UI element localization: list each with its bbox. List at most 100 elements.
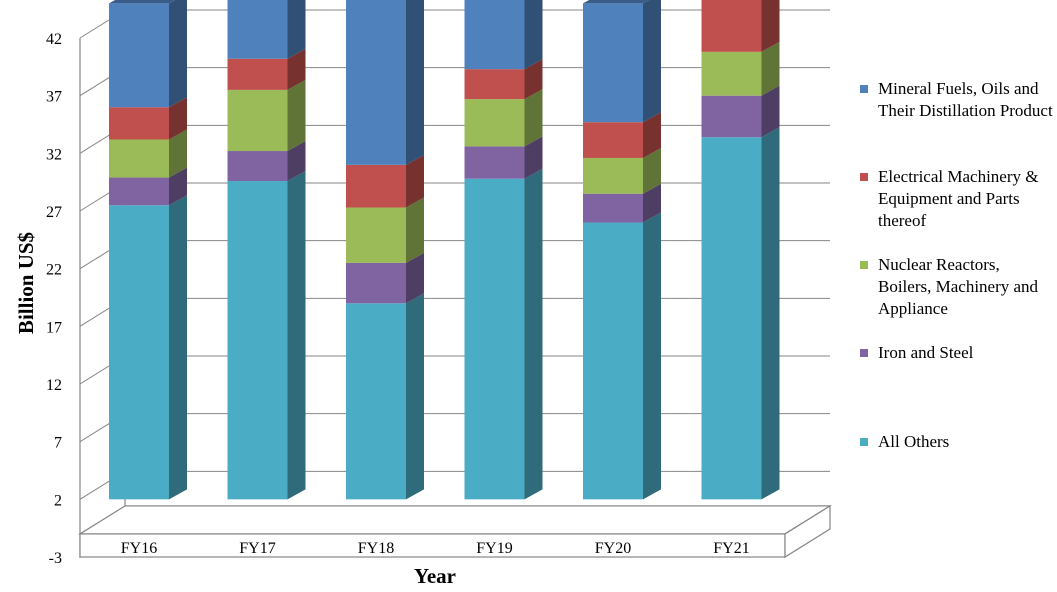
y-tick-label: 37 [46,89,62,106]
y-tick-label: 12 [46,377,62,394]
bar-nuclear-reactors-boilers-machinery-and-appliance-fy18 [346,207,406,263]
floor-side [784,504,831,559]
y-axis-title: Billion US$ [14,232,38,334]
bar-mineral-fuels-oils-and-their-distillation-product-fy16 [109,3,169,108]
bar-side-nuclear-reactors-boilers-machinery-and-appliance-fy16 [169,129,187,178]
bar-side-all-others-fy20 [643,212,661,500]
bar-side-iron-and-steel-fy18 [406,252,424,304]
bar-side-iron-and-steel-fy16 [169,167,187,206]
bar-electrical-machinery-equipment-and-parts-thereof-fy16 [109,107,169,140]
bar-mineral-fuels-oils-and-their-distillation-product-fy20 [583,3,643,123]
legend-swatch [860,85,868,93]
bar-side-electrical-machinery-equipment-and-parts-thereof-fy20 [643,112,661,158]
bar-side-mineral-fuels-oils-and-their-distillation-product-fy18 [406,0,424,165]
bar-side-electrical-machinery-equipment-and-parts-thereof-fy19 [524,59,543,100]
bar-stack-fy19 [464,0,543,500]
bar-side-iron-and-steel-fy20 [643,183,661,223]
bar-side-nuclear-reactors-boilers-machinery-and-appliance-fy20 [643,147,661,194]
bar-nuclear-reactors-boilers-machinery-and-appliance-fy19 [464,99,525,147]
bar-side-nuclear-reactors-boilers-machinery-and-appliance-fy21 [761,41,780,96]
x-axis-ticks: FY16 FY17 FY18 FY19 FY20 FY21 [121,540,750,557]
bar-all-others-fy20 [583,222,643,500]
bar-electrical-machinery-equipment-and-parts-thereof-fy18 [346,164,406,208]
bar-electrical-machinery-equipment-and-parts-thereof-fy17 [227,58,288,90]
x-tick-label: FY21 [713,540,749,557]
legend-label: All Others [878,432,950,451]
legend-swatch [860,438,868,446]
floor-front [79,533,786,558]
legend-swatch [860,349,868,357]
x-tick-label: FY17 [239,540,275,557]
bar-side-electrical-machinery-equipment-and-parts-thereof-fy17 [287,48,306,90]
bar-nuclear-reactors-boilers-machinery-and-appliance-fy16 [109,139,169,178]
bar-side-all-others-fy17 [287,171,306,500]
bar-top-fy20 [583,0,650,4]
bar-side-electrical-machinery-equipment-and-parts-thereof-fy18 [406,154,424,208]
bar-side-mineral-fuels-oils-and-their-distillation-product-fy17 [287,0,306,59]
x-axis-title: Year [414,564,456,588]
bar-all-others-fy19 [464,178,525,500]
bar-electrical-machinery-equipment-and-parts-thereof-fy21 [701,0,762,52]
bar-side-iron-and-steel-fy19 [524,136,543,179]
bar-stack-fy20 [583,0,661,500]
bar-electrical-machinery-equipment-and-parts-thereof-fy19 [464,69,525,100]
bar-mineral-fuels-oils-and-their-distillation-product-fy18 [346,0,406,165]
bar-side-all-others-fy21 [761,127,780,500]
bar-side-all-others-fy18 [406,293,424,500]
legend-swatch [860,261,868,269]
y-tick-label: 17 [46,319,62,336]
bar-mineral-fuels-oils-and-their-distillation-product-fy17 [227,0,288,59]
bar-all-others-fy18 [346,303,406,500]
bar-iron-and-steel-fy18 [346,262,406,304]
bar-all-others-fy16 [109,205,169,500]
bar-nuclear-reactors-boilers-machinery-and-appliance-fy21 [701,51,762,96]
bar-mineral-fuels-oils-and-their-distillation-product-fy19 [464,0,525,70]
y-tick-label: -3 [49,550,62,567]
bar-side-all-others-fy16 [169,195,187,500]
bar-all-others-fy17 [227,181,288,500]
y-tick-label: 32 [46,146,62,163]
legend-swatch [860,173,868,181]
bar-side-nuclear-reactors-boilers-machinery-and-appliance-fy18 [406,197,424,263]
bar-stack-fy18 [346,0,424,500]
bar-side-iron-and-steel-fy17 [287,141,306,182]
y-tick-label: 7 [54,435,62,452]
floor-top [77,505,833,535]
bar-side-nuclear-reactors-boilers-machinery-and-appliance-fy19 [524,89,543,147]
y-tick-label: 2 [54,492,62,509]
chart-walls [77,10,833,559]
bar-side-iron-and-steel-fy21 [761,85,780,138]
legend-label: Iron and Steel [878,343,974,362]
x-tick-label: FY16 [121,540,157,557]
bar-iron-and-steel-fy20 [583,193,643,223]
x-tick-label: FY20 [595,540,631,557]
bar-electrical-machinery-equipment-and-parts-thereof-fy20 [583,122,643,158]
bar-nuclear-reactors-boilers-machinery-and-appliance-fy20 [583,157,643,194]
x-tick-label: FY19 [476,540,512,557]
bar-top-fy16 [109,0,176,4]
bar-stack-fy16 [109,0,187,500]
y-tick-label: 22 [46,262,62,279]
bar-side-nuclear-reactors-boilers-machinery-and-appliance-fy17 [287,79,306,152]
legend-label: Mineral Fuels, Oils and Their Distillati… [878,79,1053,120]
bar-iron-and-steel-fy21 [701,95,762,138]
bar-side-electrical-machinery-equipment-and-parts-thereof-fy16 [169,97,187,140]
bar-side-electrical-machinery-equipment-and-parts-thereof-fy21 [761,0,780,52]
bar-nuclear-reactors-boilers-machinery-and-appliance-fy17 [227,89,288,152]
bar-side-mineral-fuels-oils-and-their-distillation-product-fy20 [643,0,661,123]
y-tick-label: 27 [46,204,62,221]
bar-iron-and-steel-fy17 [227,151,288,182]
bar-stack-fy17 [227,0,306,500]
y-tick-label: 42 [46,31,62,48]
bar-iron-and-steel-fy19 [464,146,525,179]
chart-bars [109,0,780,500]
legend-label: Electrical Machinery & Equipment and Par… [878,167,1039,230]
legend-label: Nuclear Reactors, Boilers, Machinery and… [878,255,1039,318]
bar-side-mineral-fuels-oils-and-their-distillation-product-fy19 [524,0,543,70]
bar-iron-and-steel-fy16 [109,177,169,206]
bar-stack-fy21 [701,0,780,500]
bar-side-all-others-fy19 [524,168,543,500]
bar-side-mineral-fuels-oils-and-their-distillation-product-fy16 [169,0,187,108]
